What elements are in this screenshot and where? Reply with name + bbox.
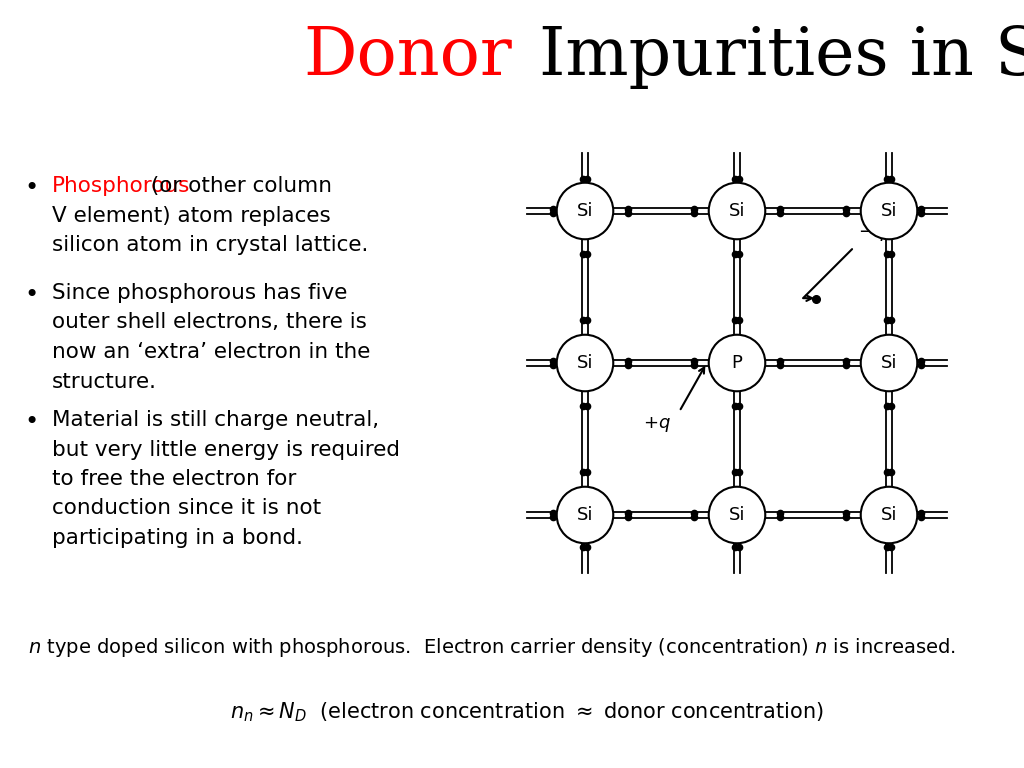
Text: Si: Si (577, 506, 593, 524)
Text: Phosphorous: Phosphorous (52, 176, 190, 196)
Text: P: P (731, 354, 742, 372)
Circle shape (709, 183, 765, 240)
Text: Si: Si (881, 506, 897, 524)
Circle shape (861, 335, 918, 391)
Text: outer shell electrons, there is: outer shell electrons, there is (52, 313, 367, 333)
Text: Si: Si (577, 354, 593, 372)
Text: Si: Si (881, 354, 897, 372)
Text: but very little energy is required: but very little energy is required (52, 439, 400, 459)
Circle shape (709, 335, 765, 391)
Text: $n_n \approx N_D$  (electron concentration $\approx$ donor concentration): $n_n \approx N_D$ (electron concentratio… (230, 700, 823, 723)
Text: •: • (25, 410, 39, 434)
Text: Donor: Donor (303, 23, 512, 88)
Text: Si: Si (729, 202, 745, 220)
Text: •: • (25, 283, 39, 307)
Text: conduction since it is not: conduction since it is not (52, 498, 322, 518)
Text: structure.: structure. (52, 372, 157, 392)
Text: V element) atom replaces: V element) atom replaces (52, 206, 331, 226)
Text: to free the electron for: to free the electron for (52, 469, 296, 489)
Text: participating in a bond.: participating in a bond. (52, 528, 303, 548)
Text: Si: Si (729, 506, 745, 524)
Text: Si: Si (881, 202, 897, 220)
Text: $n$ type doped silicon with phosphorous.  Electron carrier density (concentratio: $n$ type doped silicon with phosphorous.… (28, 636, 955, 659)
Text: $+q$: $+q$ (643, 415, 671, 434)
Circle shape (861, 487, 918, 543)
Text: (or other column: (or other column (144, 176, 332, 196)
Text: Material is still charge neutral,: Material is still charge neutral, (52, 410, 379, 430)
Text: •: • (25, 176, 39, 200)
Circle shape (557, 183, 613, 240)
Text: Since phosphorous has five: Since phosphorous has five (52, 283, 347, 303)
Text: now an ‘extra’ electron in the: now an ‘extra’ electron in the (52, 342, 371, 362)
Circle shape (557, 335, 613, 391)
Text: $-q$: $-q$ (858, 225, 886, 243)
Text: Si: Si (577, 202, 593, 220)
Circle shape (557, 487, 613, 543)
Circle shape (861, 183, 918, 240)
Circle shape (709, 487, 765, 543)
Text: Impurities in Silicon: Impurities in Silicon (518, 23, 1024, 88)
Text: silicon atom in crystal lattice.: silicon atom in crystal lattice. (52, 235, 369, 255)
